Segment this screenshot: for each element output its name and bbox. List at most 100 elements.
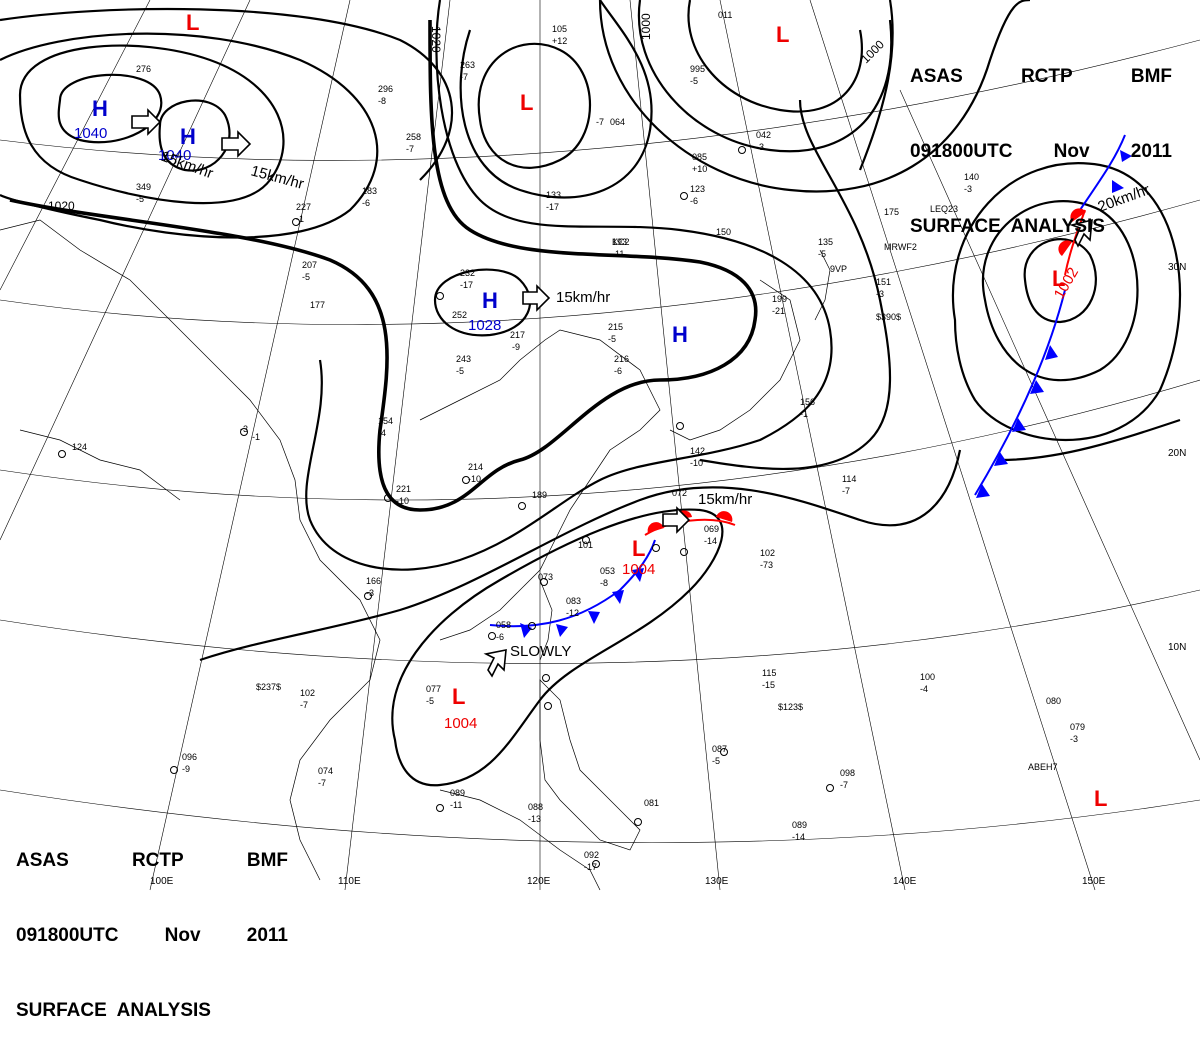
isobar-label: 1020 (48, 199, 75, 213)
station-value: -5 (136, 194, 144, 204)
motion-arrows (131, 108, 1093, 678)
station-value: -1 (296, 214, 304, 224)
station-value: $123$ (778, 702, 803, 712)
station-circle (240, 428, 248, 436)
station-value: 101 (578, 540, 593, 550)
header-time: 091800UTC (16, 925, 119, 946)
station-value: -14 (792, 832, 805, 842)
low-center: L (776, 22, 789, 47)
pressure-centers: H 1040 H 1040 H 1028 H L L L L 1004 L 10… (74, 10, 1107, 811)
station-value: 227 (296, 202, 311, 212)
station-circle (488, 632, 496, 640)
station-value: 156 (800, 397, 815, 407)
station-value: 079 (1070, 722, 1085, 732)
station-value: -17 (460, 280, 473, 290)
station-value: 232 (460, 268, 475, 278)
station-value: -4 (378, 428, 386, 438)
longitude-label: 120E (527, 876, 551, 887)
station-value: -7 (318, 778, 326, 788)
low-pressure-value: 1004 (622, 561, 655, 578)
cold-front-west (489, 539, 656, 638)
station-value: -7 (596, 117, 604, 127)
station-value: -5 (818, 249, 826, 259)
header-product: ASAS (16, 850, 69, 871)
station-value: $390$ (876, 312, 901, 322)
station-value: 074 (318, 766, 333, 776)
station-value: -4 (920, 684, 928, 694)
station-value: 258 (406, 132, 421, 142)
station-value: -17 (546, 202, 559, 212)
station-value: -7 (300, 700, 308, 710)
station-value: -9 (182, 764, 190, 774)
longitude-label: 140E (893, 876, 917, 887)
station-circle (462, 476, 470, 484)
header-title: SURFACE ANALYSIS (910, 216, 1105, 237)
high-center: H (92, 96, 108, 121)
coastlines (0, 219, 831, 891)
station-value: 080 (1046, 696, 1061, 706)
station-value: 088 (528, 802, 543, 812)
station-value: -17 (584, 862, 597, 872)
speed-label: 15km/hr (556, 289, 610, 306)
station-circle (652, 544, 660, 552)
station-value: $237$ (256, 682, 281, 692)
station-circle (384, 494, 392, 502)
isobars (0, 0, 1182, 787)
station-value: -12 (566, 608, 579, 618)
header-month: Nov (1053, 141, 1090, 162)
station-value: 214 (468, 462, 483, 472)
station-value: -6 (690, 196, 698, 206)
station-value: -7 (842, 486, 850, 496)
isobar-label: 1000 (639, 13, 653, 40)
map-header-bottom-left: ASAS RCTP BMF 091800UTC Nov 2011 SURFACE… (16, 798, 288, 1048)
low-pressure-value: 1004 (444, 715, 477, 732)
station-value: 151 (876, 277, 891, 287)
station-value: LEQ23 (930, 204, 958, 214)
station-value: -5 (608, 334, 616, 344)
station-value: 115 (762, 668, 776, 678)
latitude-labels: 30N 20N 10N (1168, 262, 1186, 653)
low-center: L (452, 684, 465, 709)
station-value: +12 (552, 36, 567, 46)
station-value: 085 (692, 152, 707, 162)
station-circle (592, 860, 600, 868)
header-product: ASAS (910, 66, 963, 87)
header-code: BMF (246, 850, 288, 871)
station-value: KC2 (612, 237, 630, 247)
station-value: -8 (600, 578, 608, 588)
station-value: +10 (692, 164, 707, 174)
station-value: -5 (302, 272, 310, 282)
station-value: 276 (136, 64, 151, 74)
latitude-lines (0, 39, 1200, 843)
header-year: 2011 (1130, 141, 1172, 162)
station-value: 189 (532, 490, 547, 500)
station-value: -9 (512, 342, 520, 352)
station-value: -11 (612, 249, 624, 259)
station-value: 102 (300, 688, 315, 698)
header-title: SURFACE ANALYSIS (16, 1000, 211, 1021)
station-circle (170, 766, 178, 774)
station-value: MRWF2 (884, 242, 917, 252)
station-value: 154 (378, 416, 393, 426)
station-circle (738, 146, 746, 154)
station-value: 105 (552, 24, 567, 34)
longitude-label: 150E (1082, 876, 1106, 887)
station-value: 349 (136, 182, 151, 192)
station-value: 073 (538, 572, 553, 582)
station-circle (436, 292, 444, 300)
station-value: -3 (876, 289, 884, 299)
header-code: BMF (1130, 66, 1172, 87)
station-value: 166 (366, 576, 381, 586)
station-value: 193 (612, 237, 627, 247)
low-center: L (186, 10, 199, 35)
station-circle (542, 674, 550, 682)
speed-label: SLOWLY (510, 643, 571, 660)
station-value: 114 (842, 474, 856, 484)
station-value: 207 (302, 260, 317, 270)
station-value: 221 (396, 484, 411, 494)
low-center: L (520, 90, 533, 115)
station-value: 100 (920, 672, 935, 682)
station-value: 296 (378, 84, 393, 94)
station-value: -5 (690, 76, 698, 86)
station-value: -7 (406, 144, 414, 154)
